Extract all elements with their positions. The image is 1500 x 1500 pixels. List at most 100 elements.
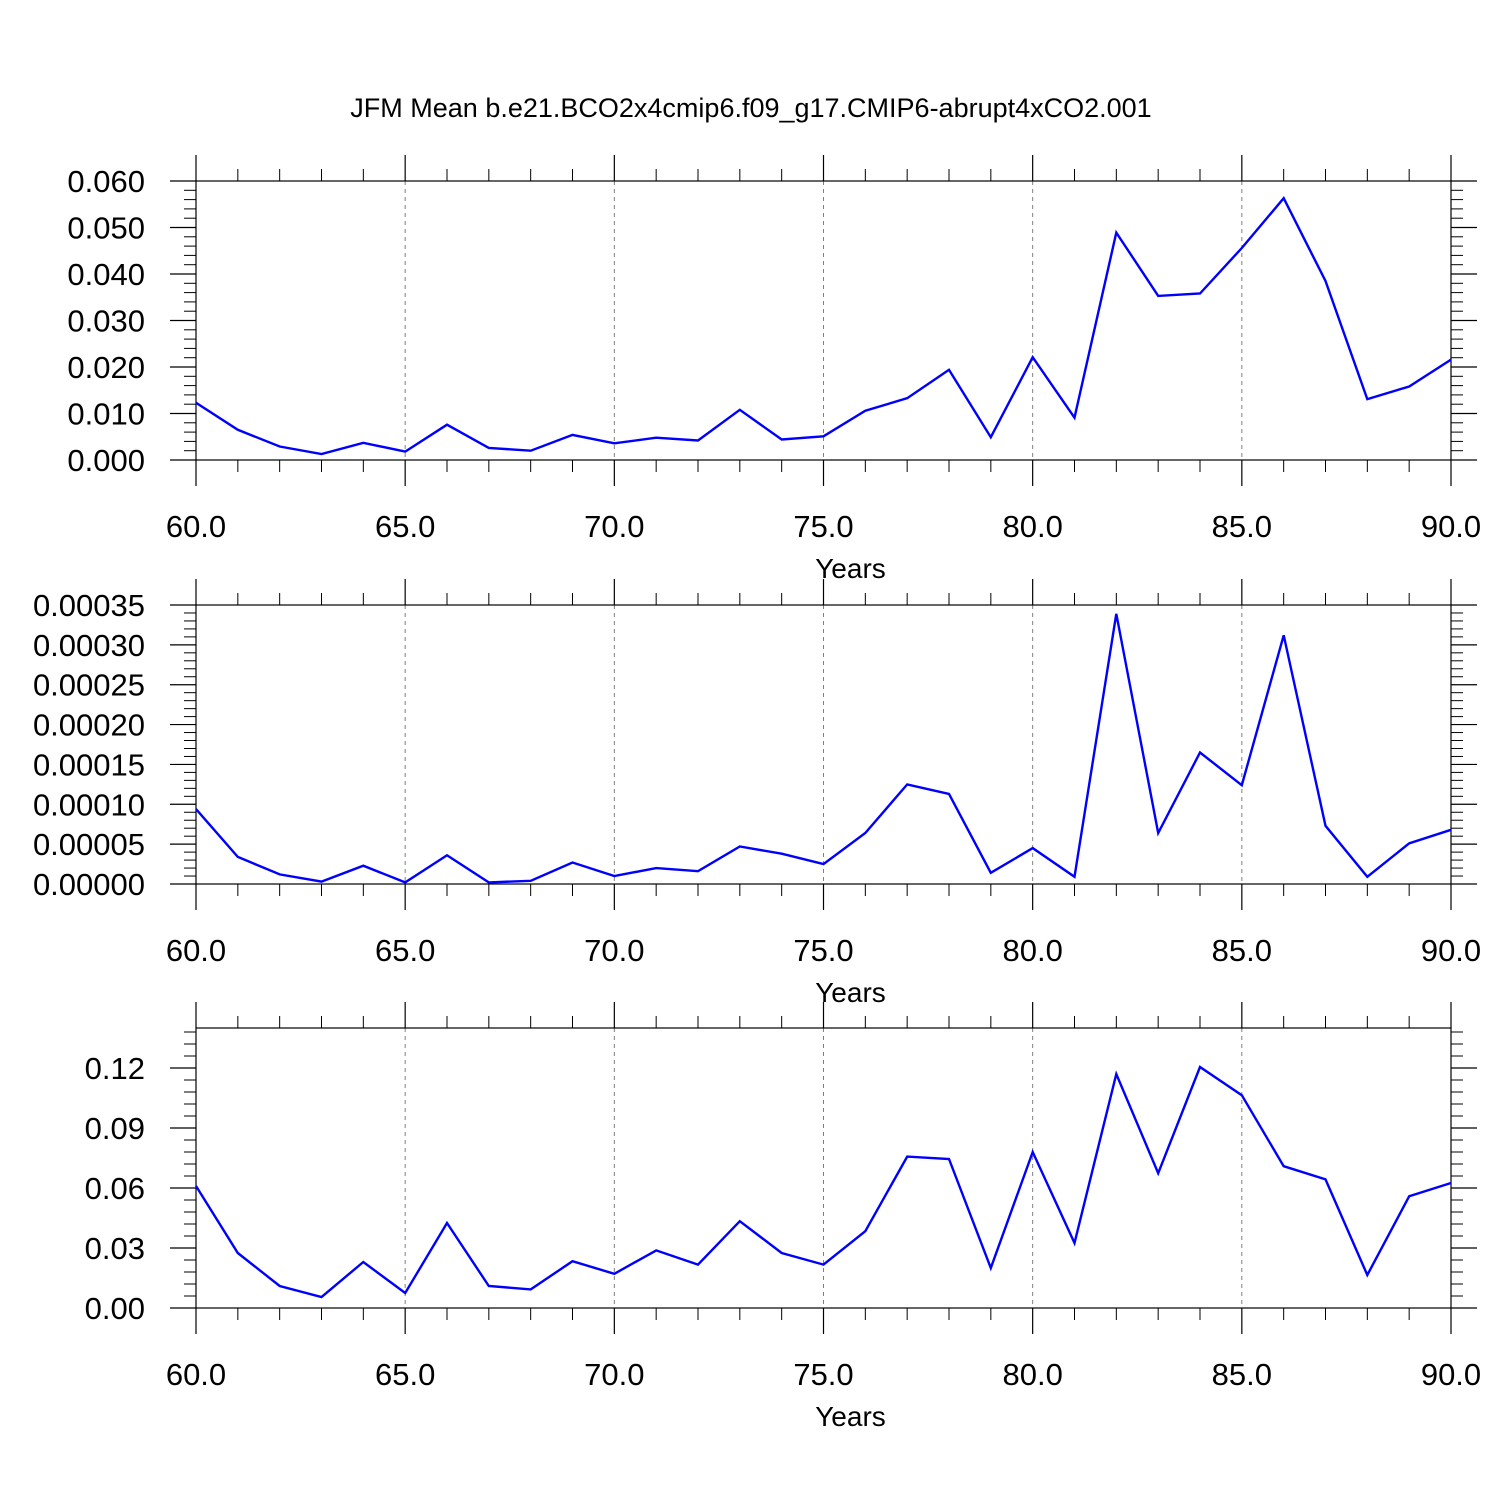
y-axis-label: Wed Ice Volume 1013 m3 [15, 174, 48, 466]
x-tick-label: 60.0 [166, 933, 226, 968]
y-tick-label: 0.00000 [33, 867, 145, 902]
data-point [529, 450, 531, 452]
y-axis-label-unit: m [18, 184, 48, 214]
x-tick-label: 90.0 [1421, 1357, 1481, 1392]
data-point [1031, 1151, 1033, 1153]
y-axis-label-text: Wed Ice Area 10 [18, 1098, 48, 1297]
x-tick-label: 75.0 [793, 509, 853, 544]
x-tick-label: 75.0 [793, 933, 853, 968]
data-point [1073, 876, 1075, 878]
data-point [1241, 1094, 1243, 1096]
data-point [1324, 825, 1326, 827]
y-tick-label: 0.030 [67, 304, 145, 339]
data-point [1241, 247, 1243, 249]
data-point [320, 453, 322, 455]
data-point [1241, 784, 1243, 786]
chart-panel-3: 0.00 0.03 0.06 0.09 0.12 60.0 65.0 70.0 75.0 80.0… [15, 1002, 1481, 1432]
data-point [990, 872, 992, 874]
data-point [1199, 292, 1201, 294]
x-tick-label: 85.0 [1212, 509, 1272, 544]
data-point [1115, 613, 1117, 615]
y-tick-label: 0.09 [85, 1111, 145, 1146]
y-tick-label: 0.00 [85, 1291, 145, 1326]
data-point [1282, 1165, 1284, 1167]
data-point [362, 1261, 364, 1263]
data-point [990, 436, 992, 438]
data-point [362, 442, 364, 444]
data-point [320, 880, 322, 882]
data-point [1324, 280, 1326, 282]
data-point [488, 1285, 490, 1287]
data-point [780, 1252, 782, 1254]
series-line [194, 1065, 1452, 1299]
y-tick-label: 0.03 [85, 1231, 145, 1266]
data-point [1157, 295, 1159, 297]
y-axis-label-unit-exponent: 3 [15, 583, 34, 592]
y-axis-label-unit: m [18, 1049, 48, 1079]
series-line [195, 613, 1452, 884]
data-point [1282, 197, 1284, 199]
y-tick-label: 0.00030 [33, 628, 145, 663]
data-point [948, 793, 950, 795]
data-point [948, 1158, 950, 1160]
data-point [990, 1267, 992, 1269]
y-tick-label: 0.00005 [33, 827, 145, 862]
x-tick-label: 80.0 [1002, 509, 1062, 544]
data-point [404, 450, 406, 452]
data-point [1408, 842, 1410, 844]
data-point [1366, 1274, 1368, 1276]
data-point [1073, 416, 1075, 418]
data-point [1199, 751, 1201, 753]
y-axis-label: Wed Ice Area 1012 m2 [15, 1039, 48, 1297]
data-point [822, 1263, 824, 1265]
data-point [278, 1285, 280, 1287]
data-point [864, 1230, 866, 1232]
x-tick-label: 60.0 [166, 509, 226, 544]
data-point [1324, 1178, 1326, 1180]
data-point [739, 409, 741, 411]
data-point [906, 1155, 908, 1157]
plot-frame [195, 1027, 1452, 1309]
data-point [1073, 1242, 1075, 1244]
data-point [278, 445, 280, 447]
y-axis-label-exponent: 12 [15, 1079, 34, 1098]
data-point [613, 442, 615, 444]
data-point [404, 881, 406, 883]
data-point [613, 1273, 615, 1275]
data-point [529, 1288, 531, 1290]
data-point [237, 1252, 239, 1254]
data-point [571, 434, 573, 436]
x-tick-label: 65.0 [375, 1357, 435, 1392]
data-point [906, 397, 908, 399]
data-point [1157, 1172, 1159, 1174]
x-tick-label: 80.0 [1002, 933, 1062, 968]
x-tick-label: 75.0 [793, 1357, 853, 1392]
data-point [1366, 398, 1368, 400]
data-point [446, 854, 448, 856]
data-point [1157, 832, 1159, 834]
data-point [1115, 231, 1117, 233]
y-tick-label: 0.00035 [33, 588, 145, 623]
x-tick-label: 70.0 [584, 933, 644, 968]
data-point [278, 873, 280, 875]
x-axis-label: Years [815, 553, 886, 584]
chart-panel-2: 0.00000 0.00005 0.00010 0.00015 0.00020 0.000… [15, 579, 1481, 1008]
data-point [362, 864, 364, 866]
data-point [237, 856, 239, 858]
data-point [1031, 356, 1033, 358]
x-tick-label: 80.0 [1002, 1357, 1062, 1392]
x-axis-label: Years [815, 977, 886, 1008]
data-point [1450, 829, 1452, 831]
data-point [655, 436, 657, 438]
x-tick-label: 85.0 [1212, 1357, 1272, 1392]
y-tick-label: 0.00015 [33, 747, 145, 782]
x-tick-label: 65.0 [375, 933, 435, 968]
data-point [697, 870, 699, 872]
series-line [195, 196, 1452, 456]
data-point [320, 1296, 322, 1298]
x-tick-label: 85.0 [1212, 933, 1272, 968]
y-axis-label-unit-exponent: 3 [15, 174, 34, 183]
data-point [571, 861, 573, 863]
data-point [404, 1292, 406, 1294]
data-point [1282, 634, 1284, 636]
